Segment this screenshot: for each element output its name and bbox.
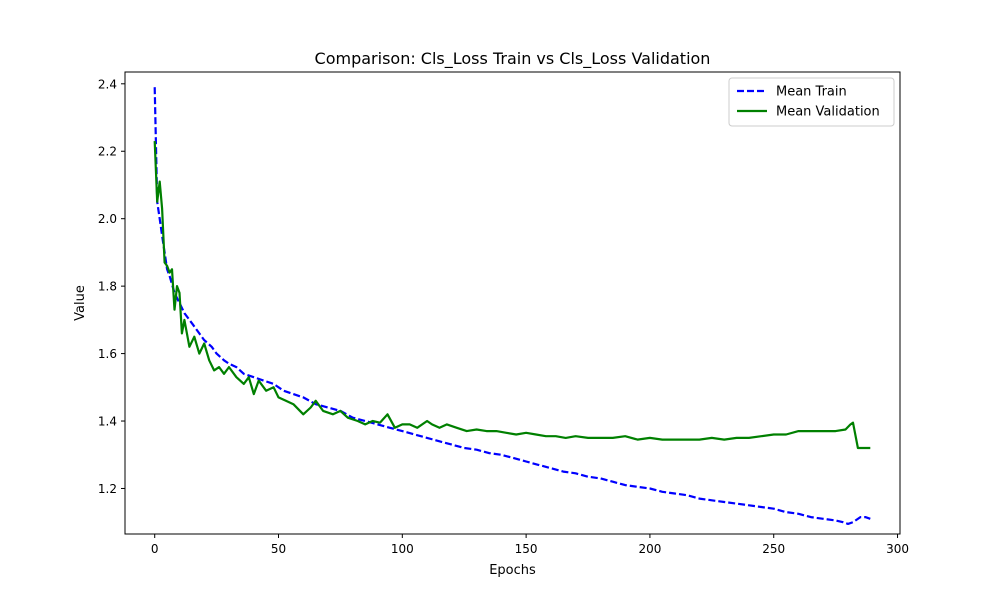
x-tick-label: 100 (391, 542, 414, 556)
x-tick-label: 50 (271, 542, 286, 556)
ticks-layer: 0 50 100 150 200 250 300 1.2 1.4 1.6 1.8 2.0 2.2 2.4 (98, 77, 909, 556)
y-tick-label: 2.2 (98, 145, 117, 159)
y-tick-label: 1.6 (98, 347, 117, 361)
chart-title: Comparison: Cls_Loss Train vs Cls_Loss V… (315, 49, 711, 69)
y-tick-label: 1.2 (98, 482, 117, 496)
series-line-mean-train (153, 87, 871, 526)
legend-label: Mean Validation (776, 105, 880, 120)
series-layer (153, 87, 871, 526)
legend: Mean Train Mean Validation (728, 77, 895, 127)
x-tick-label: 200 (638, 542, 661, 556)
y-axis-label: Value (73, 285, 88, 321)
x-tick-label: 250 (762, 542, 785, 556)
y-tick-label: 1.8 (98, 280, 117, 294)
y-tick-label: 2.4 (98, 77, 117, 91)
legend-label: Mean Train (776, 85, 847, 100)
series-line-mean-validation (153, 141, 871, 450)
x-tick-label: 150 (515, 542, 538, 556)
x-axis-label: Epochs (489, 563, 536, 578)
plot-area-frame (124, 71, 901, 535)
x-tick-label: 300 (886, 542, 909, 556)
legend-box (728, 77, 895, 127)
x-tick-label: 0 (151, 542, 159, 556)
y-tick-label: 2.0 (98, 212, 117, 226)
y-tick-label: 1.4 (98, 415, 117, 429)
